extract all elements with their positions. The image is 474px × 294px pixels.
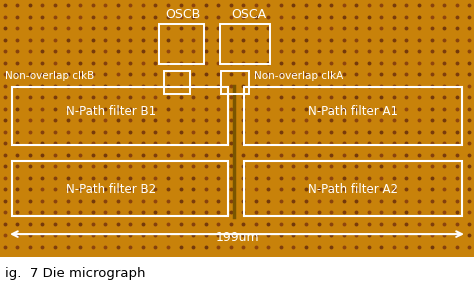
Bar bbox=[12, 88, 228, 145]
Text: N-Path filter A1: N-Path filter A1 bbox=[308, 106, 398, 118]
Text: ig.  7 Die micrograph: ig. 7 Die micrograph bbox=[5, 267, 145, 280]
Bar bbox=[221, 71, 249, 94]
Bar bbox=[12, 161, 228, 216]
Text: N-Path filter B1: N-Path filter B1 bbox=[66, 106, 156, 118]
Text: Non-overlap clkA: Non-overlap clkA bbox=[254, 71, 343, 81]
Bar bbox=[164, 71, 190, 94]
Text: 199um: 199um bbox=[215, 231, 259, 244]
Bar bbox=[244, 88, 462, 145]
Bar bbox=[220, 24, 270, 64]
Text: N-Path filter B2: N-Path filter B2 bbox=[66, 183, 156, 196]
Text: Non-overlap clkB: Non-overlap clkB bbox=[5, 71, 94, 81]
Bar bbox=[159, 24, 204, 64]
Text: N-Path filter A2: N-Path filter A2 bbox=[308, 183, 398, 196]
Text: OSCB: OSCB bbox=[165, 8, 200, 21]
Bar bbox=[244, 161, 462, 216]
Text: OSCA: OSCA bbox=[231, 8, 266, 21]
